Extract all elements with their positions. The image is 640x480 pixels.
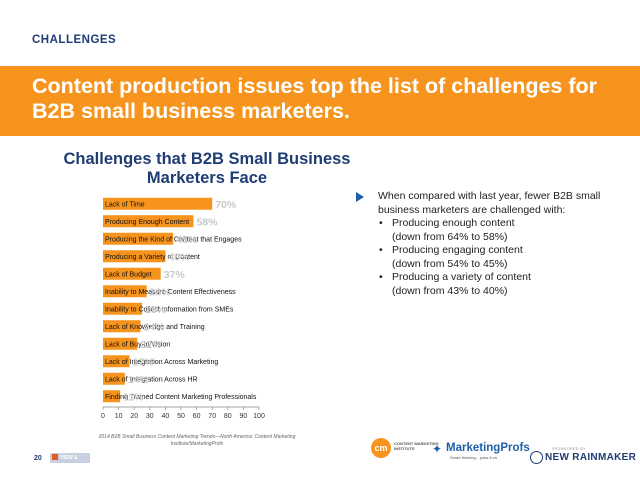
bullet-detail: (down from 54% to 45%): [392, 257, 508, 270]
bar-value-label: 45%: [176, 234, 198, 246]
x-tick-label: 60: [193, 413, 201, 420]
bar-label: Inability to Measure Content Effectivene…: [105, 289, 236, 296]
bar-label: Producing the Kind of Content that Engag…: [105, 236, 242, 243]
slide-title: Content production issues top the list o…: [32, 74, 598, 123]
bar: [103, 250, 166, 263]
bar: [103, 372, 125, 385]
bar-value-label: 22%: [140, 339, 162, 351]
x-tick-label: 80: [224, 413, 232, 420]
bar-label: Producing Enough Content: [105, 219, 189, 226]
bar-value-label: 17%: [133, 356, 155, 368]
bullet-text: Producing a variety of content: [392, 271, 531, 283]
bar-label: Inability to Collect Information from SM…: [105, 306, 234, 313]
bar-value-label: 37%: [164, 269, 186, 281]
bar: [103, 355, 130, 368]
title-banner: Content production issues top the list o…: [0, 66, 640, 136]
bar: [103, 267, 161, 280]
marketingprofs-name: MarketingProfs: [446, 442, 530, 454]
cmi-mark: cm: [371, 438, 391, 458]
bar-value-label: 11%: [123, 391, 144, 403]
view-share-button[interactable]: VIEW & SHARE: [50, 453, 90, 471]
bullet-panel: When compared with last year, fewer B2B …: [356, 190, 606, 298]
bar: [103, 197, 213, 210]
chart-source: 2014 B2B Small Business Content Marketin…: [98, 434, 296, 447]
bar: [103, 302, 142, 315]
bullet-text: Producing enough content: [392, 217, 515, 229]
bar: [103, 285, 147, 298]
chart-title: Challenges that B2B Small Business Marke…: [63, 150, 351, 187]
bullet-detail: (down from 64% to 58%): [392, 230, 508, 243]
bullet-lead: When compared with last year, fewer B2B …: [378, 190, 601, 216]
view-share-label: VIEW & SHARE: [50, 455, 78, 471]
x-tick-label: 40: [162, 413, 170, 420]
bar: [103, 232, 174, 245]
share-icon: [52, 454, 58, 460]
x-tick-label: 10: [115, 413, 123, 420]
cmi-name: CONTENT MARKETING INSTITUTE: [394, 441, 439, 451]
bar-label: Lack of Buy-in/Vision: [105, 341, 170, 348]
bullet-list: Producing enough content (down from 64% …: [378, 217, 606, 298]
section-label: CHALLENGES: [32, 34, 117, 46]
bar-value-label: 40%: [168, 251, 190, 263]
triangle-bullet-icon: [356, 192, 364, 202]
bar-label: Lack of Integration Across Marketing: [105, 359, 218, 366]
bar: [103, 320, 141, 333]
x-tick-label: 100: [253, 413, 265, 420]
bullet-item: Producing a variety of content (down fro…: [378, 271, 606, 298]
sponsor-label: SPONSORED BY: [552, 447, 587, 451]
bar-label: Lack of Budget: [105, 271, 152, 278]
bullet-item: Producing enough content (down from 64% …: [378, 217, 606, 244]
rainmaker-icon: [530, 451, 543, 464]
bar-value-label: 14%: [128, 374, 150, 386]
x-tick-label: 70: [208, 413, 216, 420]
bullet-text: Producing engaging content: [392, 244, 523, 256]
page-number: 20: [34, 455, 42, 462]
bar-label: Producing a Variety of Content: [105, 254, 200, 261]
bar: [103, 337, 138, 350]
bar-value-label: 25%: [145, 304, 167, 316]
x-tick-label: 0: [101, 413, 105, 420]
x-tick-label: 30: [146, 413, 154, 420]
bar: [103, 390, 121, 403]
bullet-detail: (down from 43% to 40%): [392, 284, 508, 297]
bar-label: Lack of Knowledge and Training: [105, 324, 205, 331]
x-tick-label: 50: [177, 413, 185, 420]
new-rainmaker-name: NEW RAINMAKER: [545, 452, 637, 463]
x-tick-label: 20: [130, 413, 138, 420]
bullet-item: Producing engaging content (down from 54…: [378, 244, 606, 271]
bar-label: Finding Trained Content Marketing Profes…: [105, 394, 257, 401]
bar-value-label: 24%: [143, 321, 165, 333]
bird-icon: ✦: [432, 442, 443, 456]
x-tick-label: 90: [240, 413, 248, 420]
bar-value-label: 58%: [196, 216, 218, 228]
bar-label: Lack of Integration Across HR: [105, 376, 198, 383]
marketingprofs-tagline: Smart thinking... pass it on.: [450, 455, 499, 460]
bar-label: Lack of Time: [105, 201, 145, 208]
bar-value-label: 70%: [215, 199, 237, 211]
bar: [103, 215, 194, 228]
bar-value-label: 28%: [150, 286, 172, 298]
